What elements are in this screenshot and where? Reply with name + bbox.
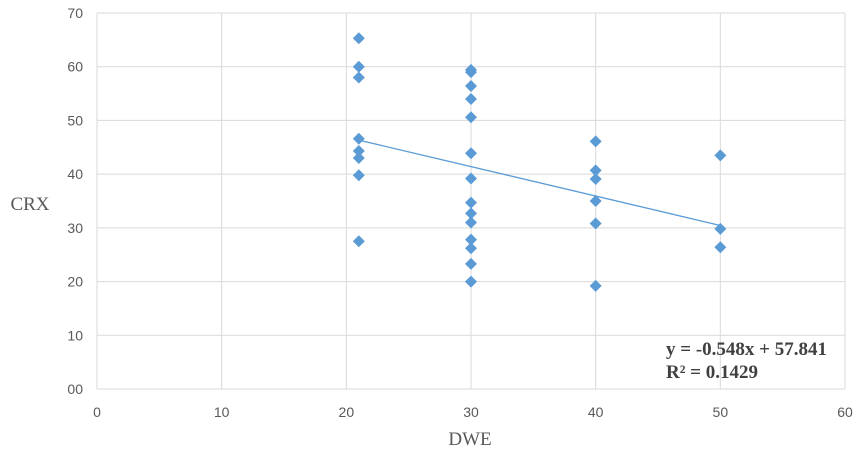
- x-tick-label: 30: [463, 404, 479, 420]
- y-tick-label: 40: [67, 166, 83, 182]
- data-point: [465, 233, 477, 246]
- y-tick-label: 20: [67, 274, 83, 290]
- x-tick-label: 50: [713, 404, 729, 420]
- linear-trendline: [358, 139, 721, 227]
- data-point: [589, 164, 602, 177]
- r-squared-label: R² = 0.1429: [666, 362, 758, 383]
- data-point: [589, 217, 602, 230]
- data-point: [465, 66, 477, 79]
- y-tick-label: 50: [67, 112, 83, 128]
- data-point: [352, 235, 365, 248]
- y-axis-title: CRX: [10, 194, 49, 215]
- data-point: [352, 32, 365, 45]
- x-tick-label: 40: [588, 404, 604, 420]
- data-point: [589, 135, 602, 148]
- data-point: [465, 111, 477, 124]
- trendline-layer: [358, 139, 721, 227]
- data-point: [352, 60, 365, 73]
- x-tick-label: 20: [339, 404, 355, 420]
- trendline-equation: y = -0.548x + 57.841: [666, 339, 827, 360]
- data-point: [352, 152, 365, 165]
- data-point: [465, 275, 477, 288]
- data-point: [465, 242, 477, 255]
- data-point: [352, 169, 365, 182]
- data-point: [465, 207, 477, 220]
- data-point: [465, 80, 477, 93]
- data-point: [465, 172, 477, 185]
- y-tick-label: 00: [67, 381, 83, 397]
- data-point: [465, 257, 477, 270]
- data-points: [352, 32, 727, 292]
- data-point: [465, 92, 477, 105]
- data-point: [714, 241, 727, 254]
- data-point: [352, 145, 365, 158]
- tick-labels: 00 10 20 30 40 50 60 70 0 10 20 30 40 50 60: [67, 5, 853, 420]
- y-tick-label: 70: [67, 5, 83, 21]
- data-point: [352, 132, 365, 145]
- x-tick-label: 10: [214, 404, 230, 420]
- data-point: [465, 216, 477, 229]
- x-tick-label: 60: [837, 404, 853, 420]
- data-point: [589, 195, 602, 207]
- data-point: [589, 172, 602, 185]
- data-point: [465, 196, 477, 209]
- x-axis-title: DWE: [448, 429, 491, 450]
- data-point: [352, 71, 365, 84]
- data-point: [714, 149, 727, 162]
- data-point: [465, 147, 477, 160]
- data-point: [714, 222, 727, 235]
- y-tick-label: 30: [67, 220, 83, 236]
- y-tick-label: 10: [67, 327, 83, 343]
- x-tick-label: 0: [93, 404, 101, 420]
- y-tick-label: 60: [67, 59, 83, 75]
- data-point: [589, 279, 602, 292]
